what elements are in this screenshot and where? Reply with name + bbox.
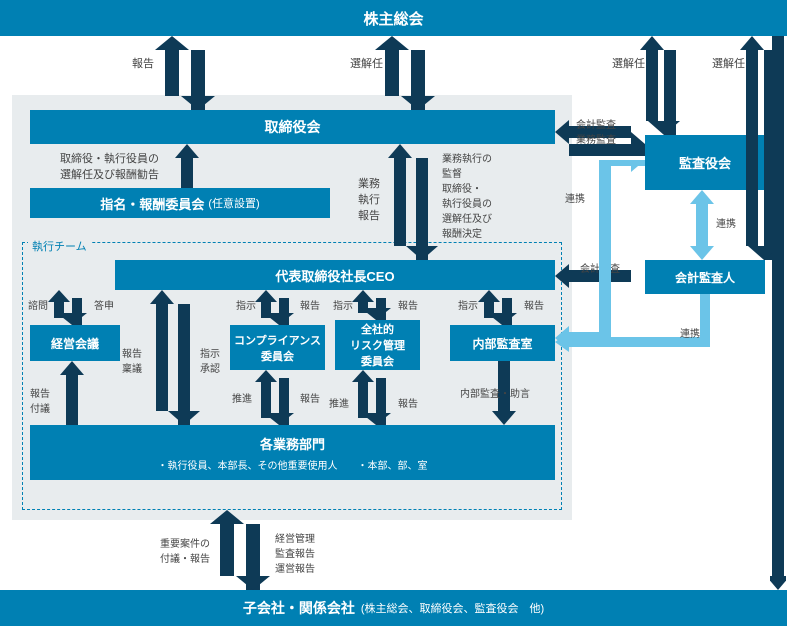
label-coop3: 連携 (680, 325, 700, 340)
arrow-acct-intaudit (555, 294, 710, 354)
label-biz-exec: 業務 執行 報告 (358, 175, 380, 223)
label-rep-refer: 報告 付議 (30, 385, 50, 415)
nomination-label: 指名・報酬委員会 (100, 194, 204, 213)
arrow-auditors-acct (690, 190, 714, 260)
nomination-sub: (任意設置) (208, 195, 259, 211)
label-instruct-i: 指示 (458, 297, 478, 312)
label-director-rec: 取締役・執行役員の 選解任及び報酬勧告 (60, 150, 159, 182)
arrow-auditors-bottom (770, 36, 786, 590)
label-appoint2: 選解任 (612, 55, 645, 71)
label-promote-c: 推進 (232, 390, 252, 405)
label-supervise: 業務執行の 監督 取締役・ 執行役員の 選解任及び 報酬決定 (442, 150, 492, 240)
internal-audit: 内部監査室 (450, 325, 555, 361)
label-sub-bottom1: 重要案件の 付議・報告 (160, 535, 210, 565)
compliance-committee: コンプライアンス 委員会 (230, 325, 325, 370)
label-appoint3: 選解任 (712, 55, 745, 71)
subsidiaries-sub: (株主総会、取締役会、監査役会 他) (361, 600, 544, 616)
label-appoint1: 選解任 (350, 55, 383, 71)
arrow-compliance-div (255, 370, 299, 425)
arrow-ceo-mgmt-v (48, 290, 92, 325)
subsidiaries-label: 子会社・関係会社 (243, 598, 355, 618)
label-report-rd: 報告 (398, 395, 418, 410)
label-report-i: 報告 (524, 297, 544, 312)
label-reply: 答申 (94, 297, 114, 312)
label-report-cd: 報告 (300, 390, 320, 405)
arrow-ceo-intaudit (478, 290, 522, 325)
label-report-top: 報告 (132, 55, 154, 71)
label-inst-apprv: 指示 承認 (200, 345, 220, 375)
risk-committee: 全社的 リスク管理 委員会 (335, 320, 420, 370)
arrow-ceo-risk (352, 290, 396, 320)
divisions-sub: ・執行役員、本部長、その他重要使用人 ・本部、部、室 (158, 457, 428, 472)
arrow-div-bottom (210, 510, 270, 590)
arrow-ceo-compliance (255, 290, 299, 325)
label-rep-prop: 報告 稟議 (122, 345, 142, 375)
management-meeting: 経営会議 (30, 325, 120, 361)
label-sub-bottom2: 経営管理 監査報告 運営報告 (275, 530, 315, 575)
subsidiaries-bar: 子会社・関係会社 (株主総会、取締役会、監査役会 他) (0, 590, 787, 626)
label-report-c: 報告 (300, 297, 320, 312)
arrow-nom-board (175, 144, 199, 188)
shareholders-meeting-bar: 株主総会 (0, 0, 787, 36)
label-instruct-r: 指示 (333, 297, 353, 312)
label-instruct-c: 指示 (236, 297, 256, 312)
label-report-r: 報告 (398, 297, 418, 312)
arrow-topbar-auditors (640, 36, 680, 135)
arrow-topbar-board-2 (375, 36, 435, 110)
exec-team-label: 執行チーム (28, 236, 91, 256)
accounting-auditor: 会計監査人 (645, 260, 765, 294)
label-int-audit-advice: 内部監査・助言 (460, 385, 530, 400)
label-coop1: 連携 (716, 215, 736, 230)
arrow-topbar-board-1 (155, 36, 215, 110)
label-audit-biz: 会計監査 業務監査 (576, 116, 616, 146)
arrow-ceo-div-long (150, 290, 200, 425)
arrow-risk-div (352, 370, 396, 425)
label-promote-r: 推進 (329, 395, 349, 410)
divisions-box: 各業務部門 ・執行役員、本部長、その他重要使用人 ・本部、部、室 (30, 425, 555, 480)
ceo-box: 代表取締役社長CEO (115, 260, 555, 290)
board-of-directors: 取締役会 (30, 110, 555, 144)
label-consult: 諮問 (28, 297, 48, 312)
label-coop2: 連携 (565, 190, 585, 205)
nomination-committee: 指名・報酬委員会 (任意設置) (30, 188, 330, 218)
arrow-mgmt-div (60, 361, 84, 425)
arrow-board-ceo (388, 144, 438, 260)
divisions-label: 各業務部門 (260, 434, 325, 453)
